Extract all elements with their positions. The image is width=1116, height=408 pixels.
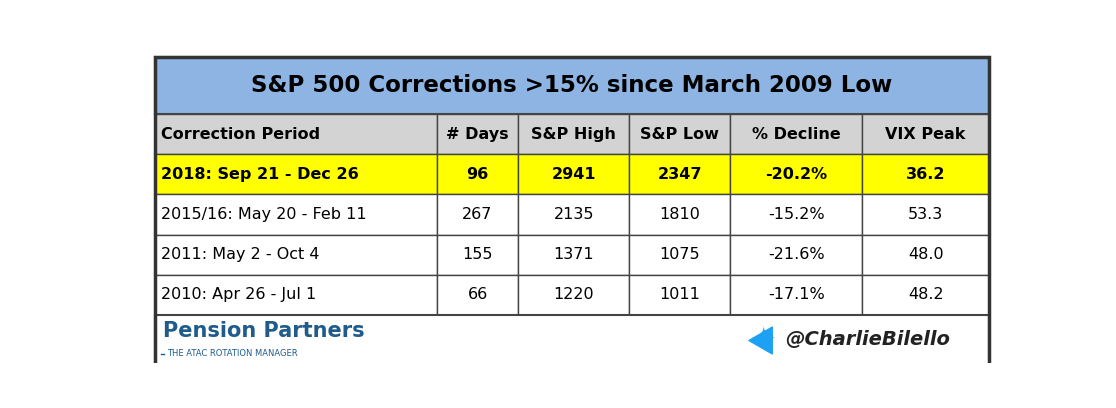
Bar	[437, 195, 518, 235]
Text: 36.2: 36.2	[906, 167, 945, 182]
Bar	[863, 195, 989, 235]
Text: -17.1%: -17.1%	[768, 287, 825, 302]
Bar	[730, 275, 863, 315]
Bar	[518, 195, 629, 235]
Bar	[863, 155, 989, 195]
Bar	[155, 114, 437, 155]
Bar	[155, 57, 989, 114]
Bar	[629, 235, 730, 275]
Text: 96: 96	[466, 167, 489, 182]
Bar	[863, 235, 989, 275]
Bar	[629, 195, 730, 235]
Bar	[629, 114, 730, 155]
Bar	[863, 275, 989, 315]
Point	[754, 336, 772, 343]
Text: 2010: Apr 26 - Jul 1: 2010: Apr 26 - Jul 1	[161, 287, 317, 302]
Text: S&P Low: S&P Low	[641, 127, 719, 142]
Bar	[730, 114, 863, 155]
Bar	[629, 275, 730, 315]
Text: 1075: 1075	[660, 247, 700, 262]
Bar	[863, 114, 989, 155]
Bar	[518, 235, 629, 275]
Text: 267: 267	[462, 207, 493, 222]
Text: 2011: May 2 - Oct 4: 2011: May 2 - Oct 4	[161, 247, 319, 262]
Text: Correction Period: Correction Period	[161, 127, 320, 142]
Text: 2347: 2347	[657, 167, 702, 182]
Text: -20.2%: -20.2%	[766, 167, 827, 182]
Bar	[518, 155, 629, 195]
Bar	[437, 114, 518, 155]
Text: 2941: 2941	[551, 167, 596, 182]
Text: 1220: 1220	[554, 287, 594, 302]
Bar	[437, 275, 518, 315]
Text: 1371: 1371	[554, 247, 594, 262]
Text: 2015/16: May 20 - Feb 11: 2015/16: May 20 - Feb 11	[161, 207, 367, 222]
Text: 1011: 1011	[660, 287, 700, 302]
Text: S&P 500 Corrections >15% since March 2009 Low: S&P 500 Corrections >15% since March 200…	[251, 74, 893, 97]
Text: 66: 66	[468, 287, 488, 302]
Text: 53.3: 53.3	[908, 207, 943, 222]
Text: 155: 155	[462, 247, 493, 262]
Text: THE ATAC ROTATION MANAGER: THE ATAC ROTATION MANAGER	[166, 349, 297, 358]
Bar	[518, 114, 629, 155]
Bar	[518, 275, 629, 315]
Bar	[155, 155, 437, 195]
Text: 2018: Sep 21 - Dec 26: 2018: Sep 21 - Dec 26	[161, 167, 359, 182]
Text: -15.2%: -15.2%	[768, 207, 825, 222]
Bar	[155, 315, 989, 365]
Bar	[437, 235, 518, 275]
Bar	[730, 235, 863, 275]
Text: 48.0: 48.0	[907, 247, 943, 262]
Text: -21.6%: -21.6%	[768, 247, 825, 262]
Text: 2135: 2135	[554, 207, 594, 222]
Text: @CharlieBilello: @CharlieBilello	[786, 330, 951, 349]
Bar	[437, 155, 518, 195]
Bar	[155, 235, 437, 275]
Text: S&P High: S&P High	[531, 127, 616, 142]
Text: Pension Partners: Pension Partners	[163, 321, 365, 341]
Text: VIX Peak: VIX Peak	[885, 127, 965, 142]
Bar	[629, 155, 730, 195]
Bar	[730, 155, 863, 195]
Text: ✦: ✦	[751, 325, 777, 354]
Text: % Decline: % Decline	[752, 127, 840, 142]
Bar	[155, 275, 437, 315]
Bar	[730, 195, 863, 235]
Text: # Days: # Days	[446, 127, 509, 142]
Text: 48.2: 48.2	[907, 287, 943, 302]
Text: 1810: 1810	[660, 207, 700, 222]
Bar	[155, 195, 437, 235]
